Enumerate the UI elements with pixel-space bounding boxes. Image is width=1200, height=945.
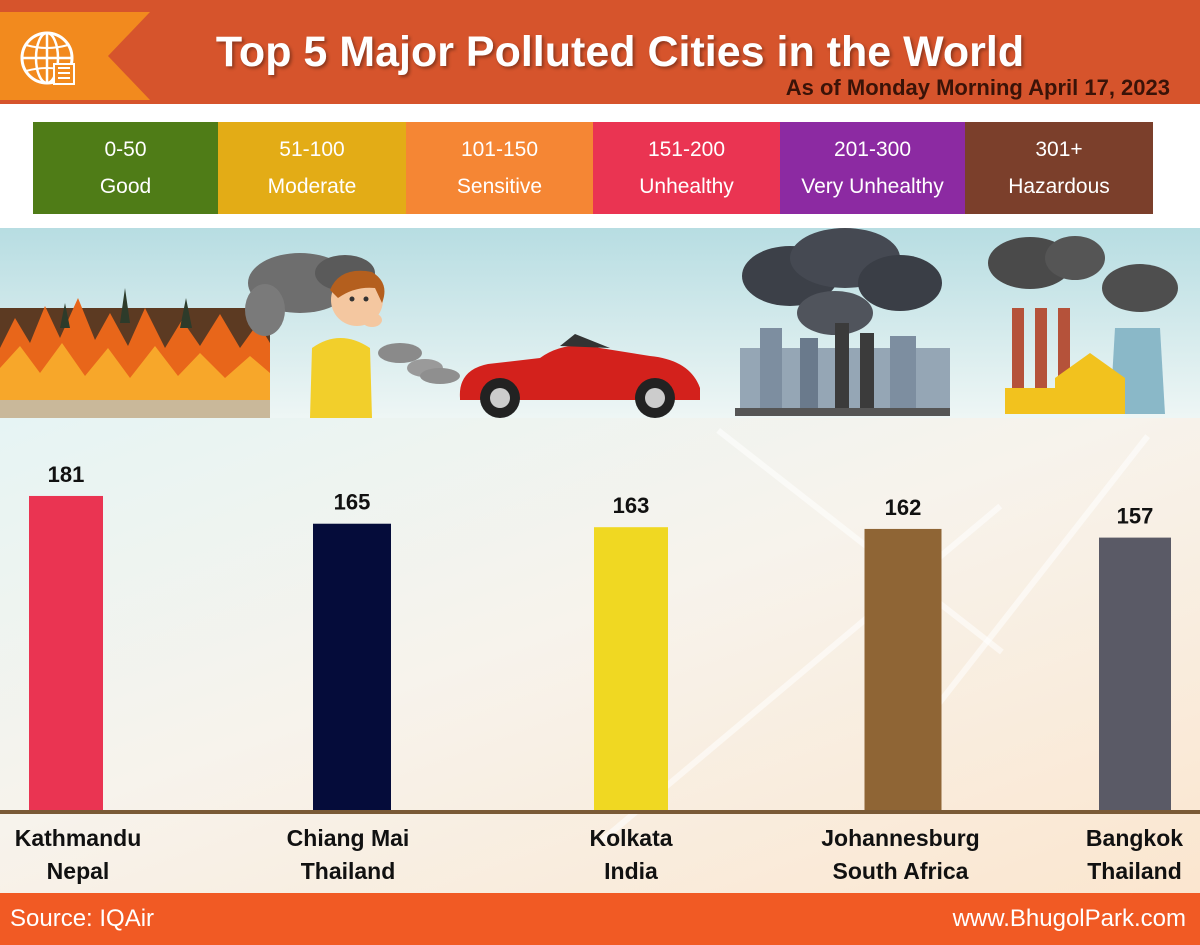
legend-label: Sensitive xyxy=(456,175,543,198)
city-name: Johannesburg xyxy=(821,825,980,851)
bar xyxy=(29,495,103,810)
legend-label: Hazardous xyxy=(1008,175,1110,198)
bar xyxy=(313,523,391,810)
country-name: Thailand xyxy=(1087,858,1182,884)
category-label: Chiang Mai Thailand xyxy=(278,822,418,888)
coughing-boy-icon xyxy=(245,253,443,418)
legend-range: 0-50 xyxy=(104,138,147,161)
city-name: Chiang Mai xyxy=(286,825,410,851)
legend-unhealthy: 151-200 Unhealthy xyxy=(593,122,780,214)
globe-logo-icon xyxy=(20,31,75,85)
country-name: India xyxy=(604,858,658,884)
category-label: Kolkata India xyxy=(561,822,701,888)
legend-hazardous: 301+ Hazardous xyxy=(965,122,1153,214)
country-name: Nepal xyxy=(46,858,110,884)
legend-sensitive: 101-150 Sensitive xyxy=(406,122,593,214)
forest-fire-icon xyxy=(0,288,270,418)
bar xyxy=(864,528,942,810)
legend-label: Unhealthy xyxy=(639,175,734,198)
data-label: 163 xyxy=(613,493,650,518)
legend-label: Very Unhealthy xyxy=(801,175,944,198)
category-label: Kathmandu Nepal xyxy=(8,822,148,888)
legend-good: 0-50 Good xyxy=(33,122,218,214)
page-title: Top 5 Major Polluted Cities in the World xyxy=(215,28,1025,76)
legend-range: 101-150 xyxy=(460,138,539,161)
car-exhaust-icon xyxy=(420,334,700,418)
legend-very-unhealthy: 201-300 Very Unhealthy xyxy=(780,122,965,214)
data-label: 157 xyxy=(1117,504,1154,529)
country-name: Thailand xyxy=(300,858,396,884)
baseline xyxy=(0,810,1200,814)
source-credit: Source: IQAir xyxy=(10,905,155,932)
bar xyxy=(594,527,668,810)
legend-label: Good xyxy=(99,175,152,198)
legend-label: Moderate xyxy=(267,175,357,198)
data-label: 181 xyxy=(48,462,85,487)
country-name: South Africa xyxy=(832,858,969,884)
website-link[interactable]: www.BhugolPark.com xyxy=(952,905,1186,932)
legend-range: 151-200 xyxy=(647,138,726,161)
legend-moderate: 51-100 Moderate xyxy=(218,122,406,214)
factory-smoke-icon xyxy=(988,236,1178,414)
logo-badge xyxy=(0,12,150,100)
data-label: 162 xyxy=(885,495,922,520)
category-label: Johannesburg South Africa xyxy=(813,822,988,888)
legend-range: 51-100 xyxy=(279,138,345,161)
legend-range: 301+ xyxy=(1035,138,1083,161)
data-label: 165 xyxy=(334,490,371,515)
pollution-illustration-strip xyxy=(0,228,1200,418)
city-smoke-icon xyxy=(735,228,950,416)
city-name: Kathmandu xyxy=(14,825,142,851)
category-label: Bangkok Thailand xyxy=(1072,822,1197,888)
city-name: Kolkata xyxy=(589,825,673,851)
legend-range: 201-300 xyxy=(833,138,912,161)
page-subtitle: As of Monday Morning April 17, 2023 xyxy=(785,75,1170,100)
header: Top 5 Major Polluted Cities in the World… xyxy=(0,0,1200,104)
aqi-legend: 0-50 Good 51-100 Moderate 101-150 Sensit… xyxy=(33,122,1153,214)
bar xyxy=(1099,537,1171,810)
footer: Source: IQAir www.BhugolPark.com xyxy=(0,893,1200,945)
bar-chart: 181 165 163 162 157 xyxy=(0,462,1200,814)
city-name: Bangkok xyxy=(1085,825,1184,851)
